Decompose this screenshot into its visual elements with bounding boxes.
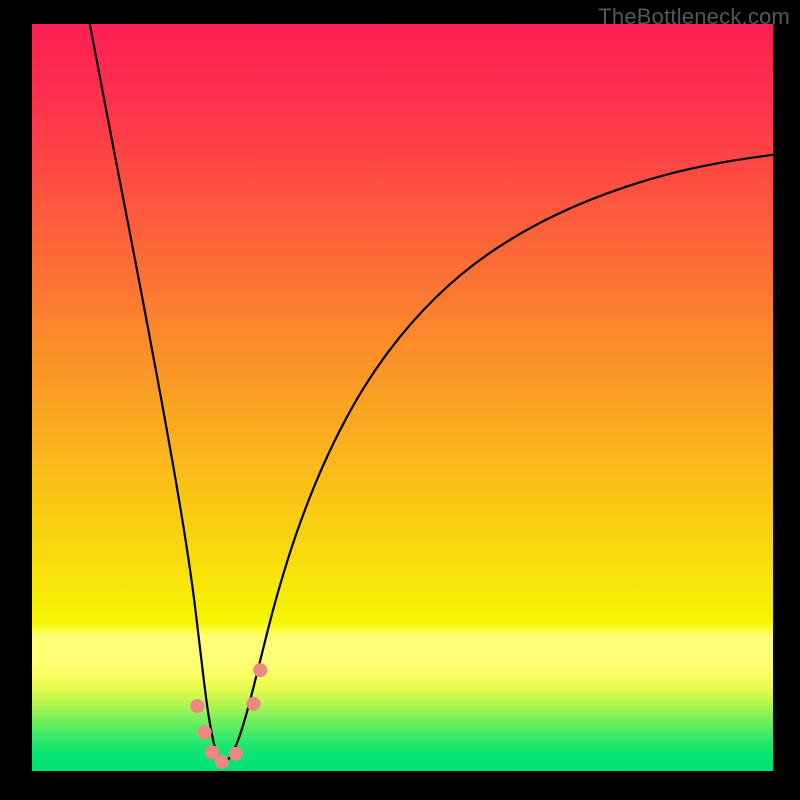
bottleneck-curve-chart [32,24,773,771]
curve-marker [229,747,243,761]
chart-background-gradient [32,24,773,771]
chart-svg [32,24,773,771]
curve-marker [215,755,229,769]
curve-marker [253,663,267,677]
canvas: TheBottleneck.com [0,0,800,800]
curve-marker [247,697,261,711]
curve-marker [198,725,212,739]
curve-marker [190,699,204,713]
